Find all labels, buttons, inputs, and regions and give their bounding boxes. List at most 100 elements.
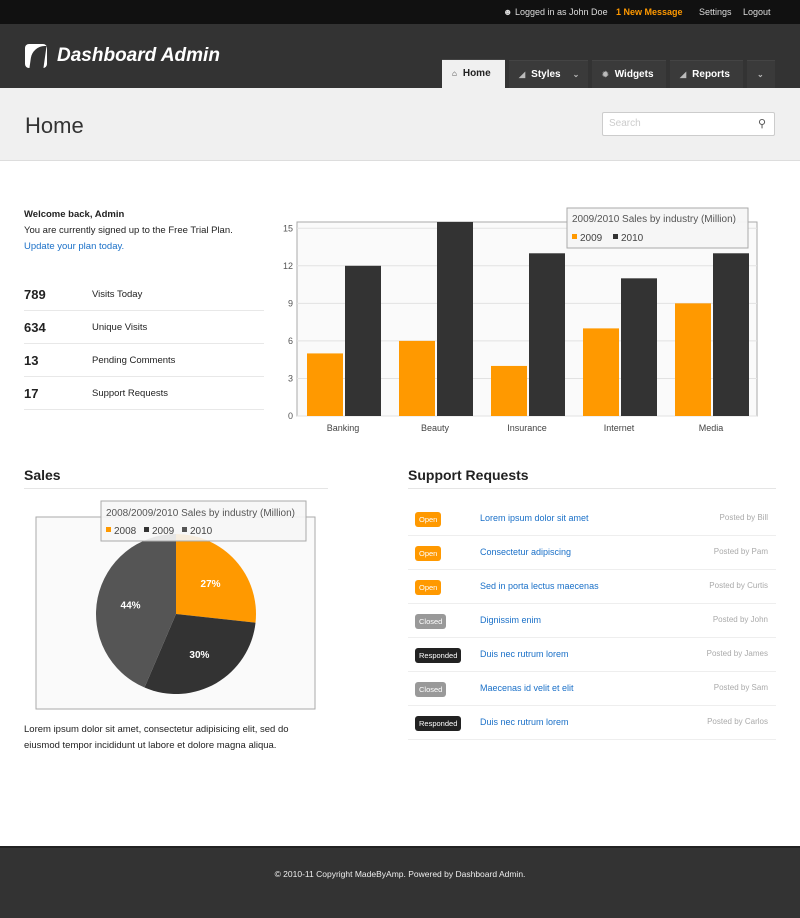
stat-label: Unique Visits — [92, 322, 148, 333]
bar-2010 — [345, 265, 381, 416]
tab-home[interactable]: ⌂ Home — [442, 59, 505, 88]
legend-box — [566, 207, 749, 249]
request-link[interactable]: Sed in porta lectus maecenas — [480, 581, 599, 591]
tab-reports[interactable]: ◢ Reports — [670, 60, 743, 88]
posted-by: Posted by Bill — [719, 513, 768, 522]
request-link[interactable]: Lorem ipsum dolor sit amet — [480, 513, 589, 523]
stat-value: 17 — [24, 386, 39, 401]
bar-2009 — [675, 303, 711, 416]
stat-support-requests: 17 Support Requests — [24, 377, 264, 410]
x-tick-label: Beauty — [421, 423, 450, 433]
footer: © 2010-11 Copyright MadeByAmp. Powered b… — [0, 846, 800, 918]
stat-label: Visits Today — [92, 289, 143, 300]
search-input[interactable]: Search ⚲ — [602, 112, 775, 136]
x-tick-label: Banking — [327, 423, 360, 433]
legend-swatch — [572, 234, 577, 239]
divider — [408, 488, 776, 489]
request-link[interactable]: Dignissim enim — [480, 615, 542, 625]
logo[interactable]: Dashboard Admin — [57, 45, 220, 66]
legend-swatch — [144, 527, 149, 532]
y-tick-label: 9 — [288, 298, 293, 308]
bar-chart: 0 3 6 9 12 15 Banking Beauty Insurance Internet Me… — [283, 207, 758, 433]
settings-link[interactable]: Settings — [699, 7, 732, 17]
bar-2009 — [307, 353, 343, 416]
stats-list: 789 Visits Today 634 Unique Visits 13 Pendi… — [24, 278, 264, 410]
user-icon: ☻ — [503, 7, 513, 17]
posted-by: Posted by Sam — [713, 683, 768, 692]
status-badge: Open — [415, 546, 442, 561]
legend-box — [100, 500, 307, 542]
chart-legend: 2009/2010 Sales by industry (Million) 200… — [566, 207, 749, 249]
y-tick-label: 0 — [288, 411, 293, 421]
upgrade-link[interactable]: Update your plan today. — [24, 241, 125, 252]
legend-label: 2009 — [580, 233, 603, 244]
bar-2010 — [437, 222, 473, 416]
status-badge: Closed — [415, 614, 447, 629]
bar-2010 — [713, 253, 749, 416]
bar-2010 — [529, 253, 565, 416]
stat-value: 13 — [24, 353, 39, 368]
stat-label: Support Requests — [92, 388, 169, 399]
status-badge: Responded — [415, 648, 462, 663]
messages-link[interactable]: 1 New Message — [616, 7, 683, 17]
tab-label: Home — [462, 68, 491, 79]
divider — [24, 488, 328, 489]
copyright: © 2010-11 Copyright MadeByAmp. Powered b… — [274, 869, 526, 879]
request-link[interactable]: Consectetur adipiscing — [480, 547, 572, 557]
pie-slice-2008 — [176, 534, 256, 623]
y-tick-label: 3 — [288, 373, 293, 383]
search-icon[interactable]: ⚲ — [757, 118, 766, 130]
search-placeholder: Search — [609, 118, 641, 129]
welcome-heading: Welcome back, Admin — [24, 209, 125, 220]
more-menu-button[interactable]: ⌄ — [747, 60, 775, 88]
request-link[interactable]: Duis nec rutrum lorem — [480, 717, 569, 727]
sales-description: Lorem ipsum dolor sit amet, consectetur … — [24, 724, 289, 751]
triangle-icon: ◢ — [680, 70, 687, 79]
status-badge: Closed — [415, 682, 447, 697]
support-request-row: Responded Duis nec rutrum lorem Posted by … — [408, 706, 776, 740]
x-tick-label: Internet — [604, 423, 635, 433]
y-tick-label: 12 — [283, 261, 293, 271]
slice-label: 27% — [201, 579, 221, 590]
legend-label: 2008 — [114, 526, 137, 537]
bar-2009 — [583, 328, 619, 416]
posted-by: Posted by John — [712, 615, 768, 624]
pie-slice-2010 — [95, 534, 176, 688]
support-request-row: Closed Dignissim enim Posted by John — [408, 604, 776, 638]
x-tick-label: Media — [699, 423, 724, 433]
y-tick-label: 6 — [288, 336, 293, 346]
tab-widgets[interactable]: ✹ Widgets — [592, 60, 666, 88]
pie-slice-2009 — [144, 614, 256, 694]
support-request-row: Open Sed in porta lectus maecenas Posted b… — [408, 570, 776, 604]
y-tick-label: 15 — [283, 223, 293, 233]
header: Dashboard Admin ⌂ Home ◢ Styles ⌄ ✹ Widgets … — [0, 24, 800, 88]
stat-label: Pending Comments — [92, 355, 176, 366]
x-tick-label: Insurance — [507, 423, 547, 433]
welcome-box: Welcome back, Admin You are currently si… — [24, 207, 233, 255]
status-badge: Responded — [415, 716, 462, 731]
page-title: Home — [25, 113, 84, 138]
tab-label: Reports — [692, 69, 730, 80]
support-request-row: Open Consectetur adipiscing Posted by Pam — [408, 536, 776, 570]
home-icon: ⌂ — [452, 69, 457, 78]
triangle-icon: ◢ — [519, 70, 526, 79]
logo-icon — [25, 44, 47, 68]
legend-swatch — [613, 234, 618, 239]
chart-legend: 2008/2009/2010 Sales by industry (Millio… — [100, 500, 307, 542]
chevron-down-icon: ⌄ — [572, 70, 580, 79]
sales-title: Sales — [24, 467, 61, 483]
gear-icon: ✹ — [602, 70, 609, 79]
logout-link[interactable]: Logout — [743, 7, 771, 17]
chevron-down-icon: ⌄ — [757, 70, 764, 79]
stat-value: 789 — [24, 287, 46, 302]
stat-pending-comments: 13 Pending Comments — [24, 344, 264, 377]
request-link[interactable]: Duis nec rutrum lorem — [480, 649, 569, 659]
posted-by: Posted by Curtis — [709, 581, 768, 590]
legend-swatch — [182, 527, 187, 532]
tab-styles[interactable]: ◢ Styles ⌄ — [509, 60, 588, 88]
legend-label: 2010 — [621, 233, 644, 244]
logged-in-text: Logged in as John Doe — [515, 7, 608, 17]
stat-unique-visits: 634 Unique Visits — [24, 311, 264, 344]
support-request-row: Closed Maecenas id velit et elit Posted by… — [408, 672, 776, 706]
request-link[interactable]: Maecenas id velit et elit — [480, 683, 574, 693]
